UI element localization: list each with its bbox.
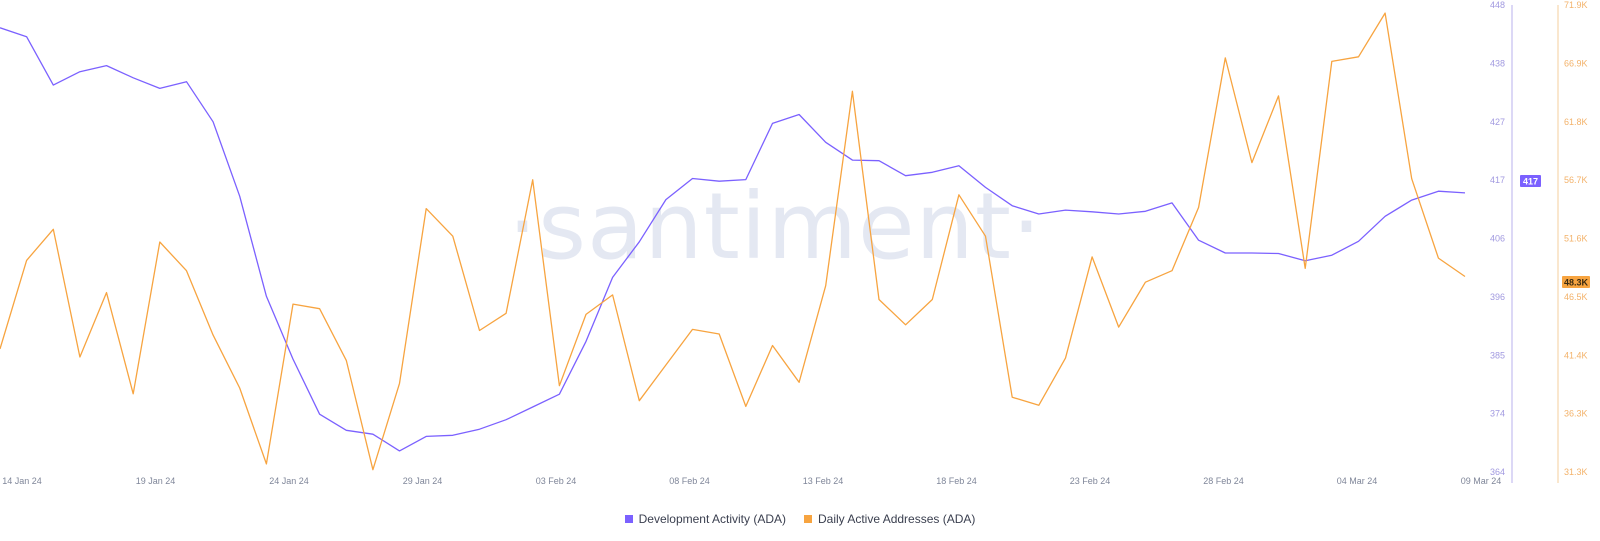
right-axis-tick-label: 41.4K <box>1564 350 1588 360</box>
left-axis-tick-label: 438 <box>1490 58 1505 68</box>
x-tick-label: 08 Feb 24 <box>669 476 710 486</box>
left-axis-tick-label: 396 <box>1490 292 1505 302</box>
legend-swatch-daily-active-addresses <box>804 515 812 523</box>
x-tick-label: 14 Jan 24 <box>2 476 42 486</box>
right-axis-tick-label: 71.9K <box>1564 0 1588 10</box>
left-axis-tick-label: 374 <box>1490 409 1505 419</box>
x-tick-label: 19 Jan 24 <box>136 476 176 486</box>
left-axis-tick-label: 427 <box>1490 117 1505 127</box>
right-axis-tick-label: 56.7K <box>1564 175 1588 185</box>
current-value-right: 48.3K <box>1564 278 1589 288</box>
x-tick-label: 09 Mar 24 <box>1461 476 1502 486</box>
x-tick-label: 28 Feb 24 <box>1203 476 1244 486</box>
x-tick-label: 23 Feb 24 <box>1070 476 1111 486</box>
x-tick-label: 24 Jan 24 <box>269 476 309 486</box>
right-axis-tick-label: 36.3K <box>1564 409 1588 419</box>
current-value-badge-right: 48.3K <box>1562 276 1590 288</box>
right-axis-tick-label: 61.8K <box>1564 117 1588 127</box>
legend-label-daily-active-addresses: Daily Active Addresses (ADA) <box>818 512 976 526</box>
legend-item-daily-active-addresses[interactable]: Daily Active Addresses (ADA) <box>804 512 975 526</box>
watermark: ·santiment· <box>508 173 1042 280</box>
left-axis-tick-label: 417 <box>1490 175 1505 185</box>
x-tick-label: 04 Mar 24 <box>1337 476 1378 486</box>
series-line-development-activity <box>0 27 1466 452</box>
legend-label-development-activity: Development Activity (ADA) <box>638 512 786 526</box>
x-axis-ticks: 14 Jan 24 19 Jan 24 24 Jan 24 29 Jan 24 03 F… <box>2 476 1501 486</box>
series-line-daily-active-addresses <box>0 12 1466 471</box>
legend-swatch-development-activity <box>624 515 633 523</box>
x-tick-label: 13 Feb 24 <box>803 476 844 486</box>
right-axis-tick-label: 31.3K <box>1564 467 1588 477</box>
left-axis-tick-label: 448 <box>1490 0 1505 10</box>
legend: Development Activity (ADA) Daily Active … <box>0 512 1600 526</box>
chart: ·santiment· 14 Jan 24 19 Jan 24 24 Jan 24 2… <box>0 0 1590 486</box>
right-axis-tick-label: 66.9K <box>1564 58 1588 68</box>
right-axis-tick-label: 51.6K <box>1564 234 1588 244</box>
left-axis-ticks: 448 438 427 417 406 396 385 374 364 <box>1490 0 1505 477</box>
current-value-badge-left: 417 <box>1520 175 1541 187</box>
x-tick-label: 18 Feb 24 <box>936 476 977 486</box>
x-tick-label: 03 Feb 24 <box>536 476 577 486</box>
current-value-left: 417 <box>1523 177 1538 187</box>
left-axis-tick-label: 385 <box>1490 350 1505 360</box>
right-axis-tick-label: 46.5K <box>1564 292 1588 302</box>
left-axis-tick-label: 406 <box>1490 234 1505 244</box>
series-layer <box>0 12 1466 471</box>
x-tick-label: 29 Jan 24 <box>403 476 443 486</box>
right-axis-ticks: 71.9K 66.9K 61.8K 56.7K 51.6K 46.5K 41.4K 36.3K… <box>1564 0 1588 477</box>
legend-item-development-activity[interactable]: Development Activity (ADA) <box>624 512 786 526</box>
left-axis-tick-label: 364 <box>1490 467 1505 477</box>
